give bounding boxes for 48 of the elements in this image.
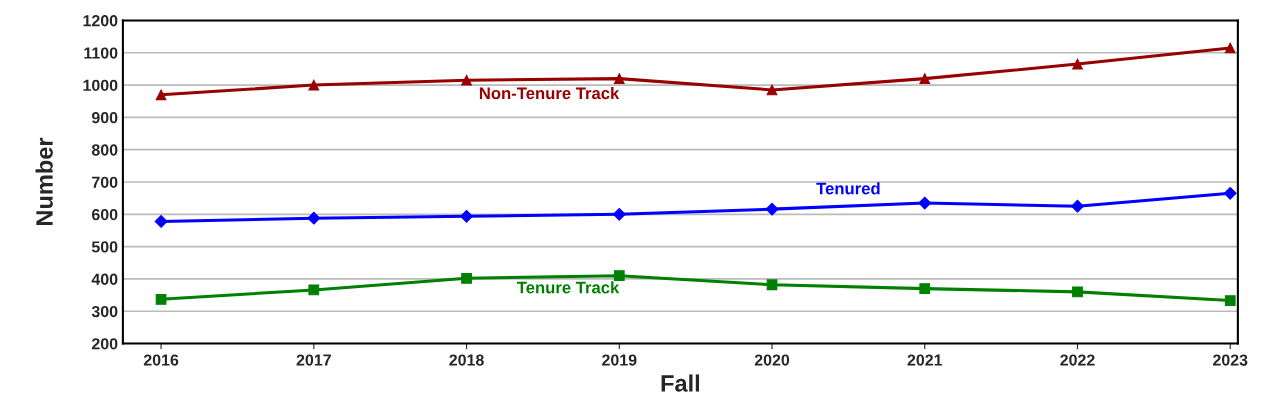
x-axis-title: Fall [661, 374, 700, 392]
series-label: Non-Tenure Track [479, 86, 620, 100]
y-tick-label: 500 [91, 241, 118, 253]
point [613, 73, 625, 84]
point [307, 211, 321, 225]
point [460, 209, 473, 223]
point [461, 272, 472, 284]
x-tick-label: 2016 [143, 354, 179, 366]
y-tick-label: 700 [92, 176, 118, 188]
point [612, 207, 626, 221]
point [1224, 42, 1236, 54]
point [766, 84, 778, 96]
x-tick-label: 2022 [1060, 354, 1095, 366]
y-tick-label: 1200 [83, 15, 118, 27]
y-tick-label: 200 [91, 338, 118, 350]
point [461, 74, 472, 86]
y-tick-label: 800 [91, 144, 118, 156]
point [919, 73, 931, 84]
x-tick-label: 2017 [296, 354, 331, 366]
y-tick-label: 600 [91, 208, 118, 221]
x-tick-label: 2020 [754, 354, 790, 366]
x-tick-label: 2023 [1213, 354, 1248, 366]
x-tick-label: 2019 [602, 354, 637, 366]
y-tick-label: 400 [91, 273, 118, 285]
series-label: Tenure Track [516, 281, 620, 294]
point [765, 202, 779, 216]
point [155, 293, 167, 305]
x-tick-label: 2018 [449, 354, 484, 366]
point [1072, 58, 1083, 70]
point [308, 79, 320, 91]
point [766, 279, 778, 291]
point [613, 270, 625, 282]
point [919, 283, 931, 295]
y-tick-label: 300 [91, 305, 118, 318]
y-tick-label: 900 [91, 112, 118, 124]
point [154, 215, 168, 228]
point [1071, 199, 1084, 213]
point [308, 284, 320, 296]
y-tick-label: 1000 [83, 79, 118, 92]
point [1072, 286, 1083, 298]
x-tick-label: 2021 [907, 354, 943, 366]
series-label: Tenured [816, 182, 880, 195]
y-tick-label: 1100 [84, 47, 118, 59]
point [155, 89, 167, 101]
y-axis-title: Number [35, 137, 53, 226]
point [918, 196, 932, 210]
point [1224, 295, 1236, 306]
point [1223, 186, 1237, 200]
